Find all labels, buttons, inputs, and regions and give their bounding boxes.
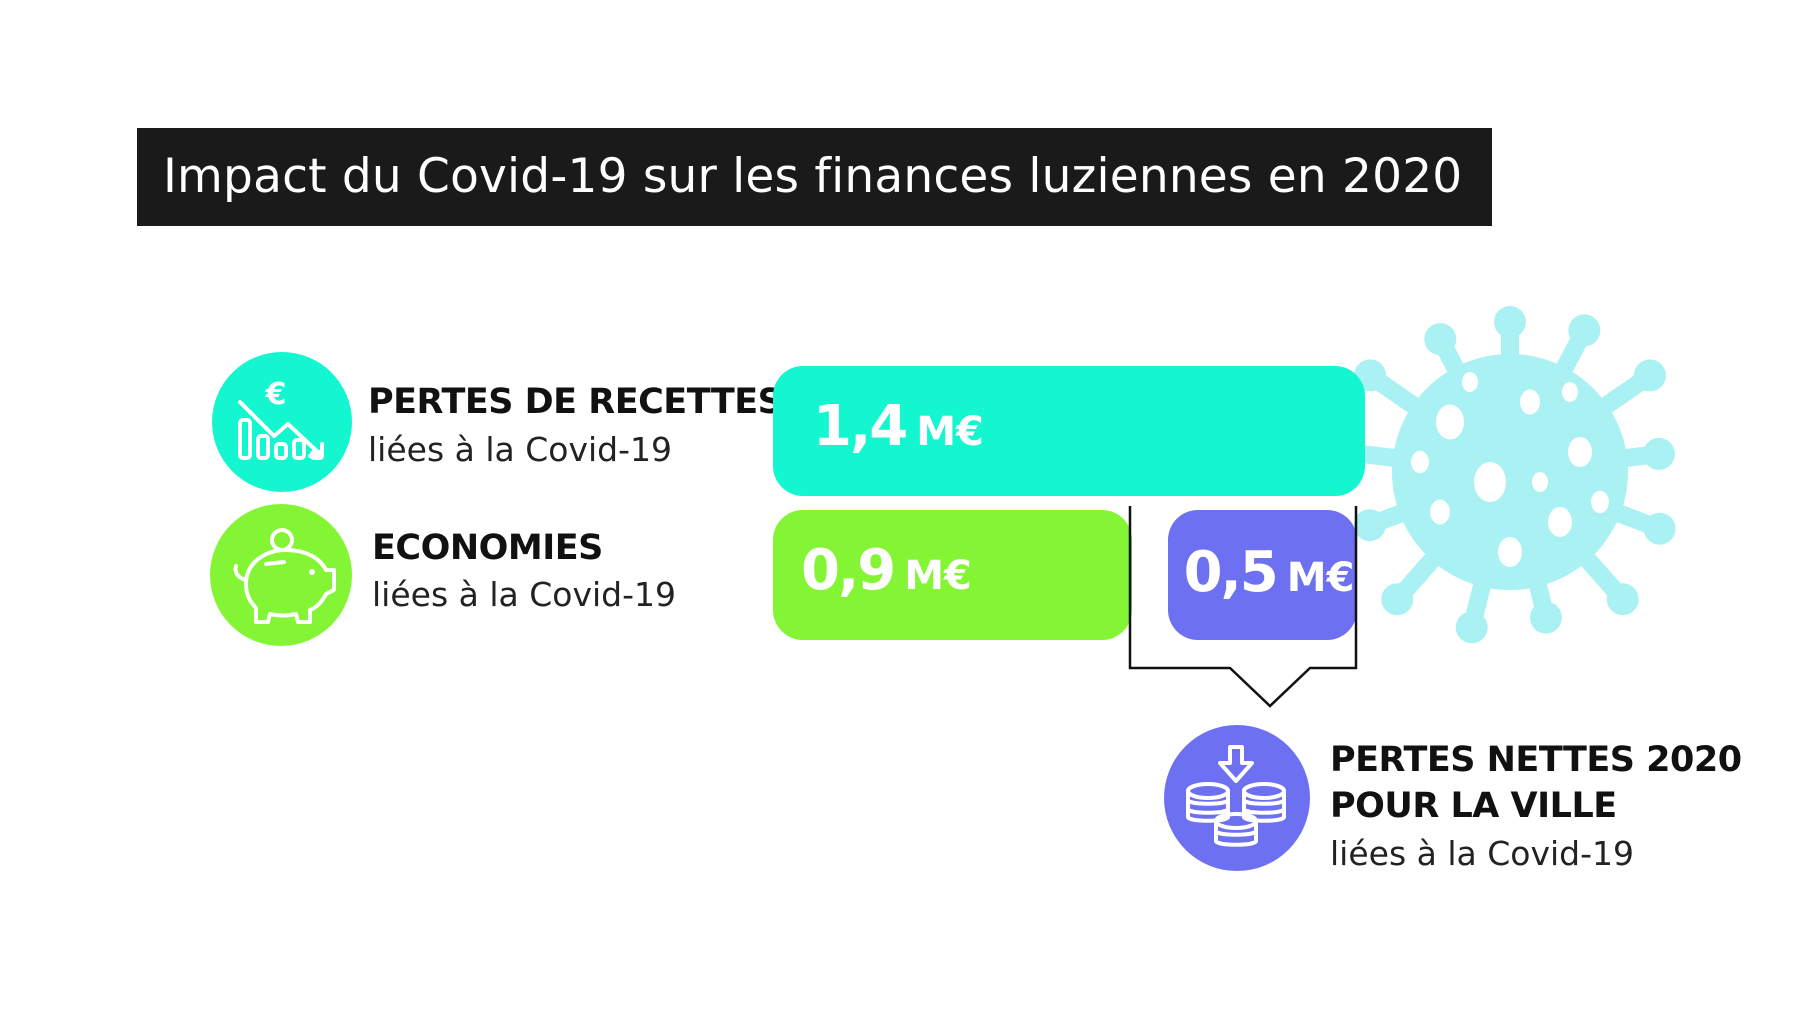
title-bar: Impact du Covid-19 sur les finances luzi…	[137, 128, 1492, 226]
bar-pertes-recettes-value: 1,4 M€	[813, 394, 984, 459]
unit-text: M€	[904, 553, 972, 599]
value-text: 0,9	[801, 538, 896, 603]
economies-sublabel: liées à la Covid-19	[372, 575, 676, 614]
pertes-nettes-label-line1: PERTES NETTES 2020	[1330, 740, 1742, 780]
euro-falling-chart-icon: €	[238, 377, 324, 460]
economies-label: ECONOMIES	[372, 528, 603, 568]
coin-stack-down-arrow-icon	[1186, 745, 1286, 847]
pertes-recettes-sublabel: liées à la Covid-19	[368, 430, 672, 469]
virus-icon	[1335, 306, 1676, 644]
bar-pertes-nettes-value: 0,5 M€	[1184, 540, 1355, 605]
piggy-bank-icon	[233, 528, 336, 624]
bar-pertes-recettes: 1,4 M€	[773, 366, 1365, 496]
chart-title: Impact du Covid-19 sur les finances luzi…	[163, 149, 1463, 204]
unit-text: M€	[1286, 555, 1355, 601]
bracket-connector	[1128, 506, 1358, 708]
bar-pertes-nettes: 0,5 M€	[1167, 510, 1357, 640]
pertes-nettes-label-line2: POUR LA VILLE	[1330, 786, 1617, 826]
pertes-nettes-circle	[1164, 725, 1310, 871]
pertes-nettes-sublabel: liées à la Covid-19	[1330, 834, 1634, 873]
economies-circle	[210, 504, 352, 646]
bar-economies: 0,9 M€	[773, 510, 1132, 640]
bar-economies-value: 0,9 M€	[801, 538, 972, 603]
value-text: 0,5	[1183, 540, 1279, 605]
svg-text:€: €	[265, 377, 287, 412]
unit-text: M€	[916, 409, 984, 455]
pertes-recettes-circle: €	[212, 352, 352, 492]
pertes-recettes-label: PERTES DE RECETTES	[368, 382, 783, 422]
value-text: 1,4	[813, 394, 908, 459]
